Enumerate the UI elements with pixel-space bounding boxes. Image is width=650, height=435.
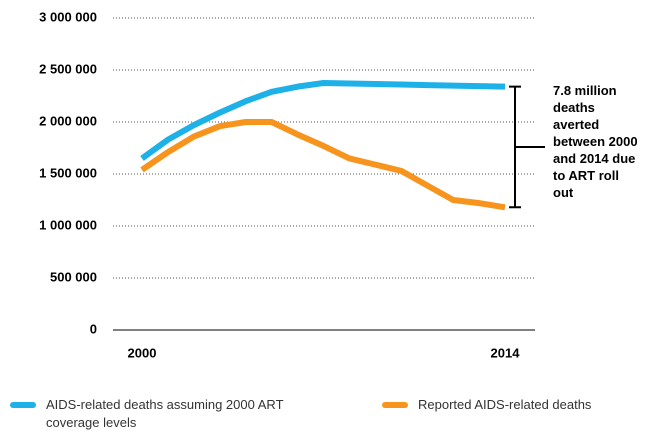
y-tick-label: 2 000 000 (39, 113, 97, 128)
x-tick-label: 2000 (128, 345, 157, 360)
legend-label: Reported AIDS-related deaths (418, 397, 592, 412)
series-line (140, 119, 506, 211)
legend-swatch (10, 402, 36, 408)
legend-label: AIDS-related deaths assuming 2000 ART co… (46, 397, 284, 430)
y-tick-label: 500 000 (50, 269, 97, 284)
bracket (509, 85, 545, 209)
y-tick-label: 0 (90, 321, 97, 336)
y-tick-label: 1 500 000 (39, 165, 97, 180)
y-tick-label: 1 000 000 (39, 217, 97, 232)
x-tick-label: 2014 (491, 345, 521, 360)
plot: 0 500 000 1 000 000 1 500 000 2 000 000 2 500… (39, 9, 545, 360)
y-tick-label: 3 000 000 (39, 9, 97, 24)
annotation-text: deaths averted between 2000 and 2014 due… (553, 100, 638, 200)
legend-item: Reported AIDS-related deaths (382, 396, 612, 414)
legend-swatch (382, 402, 408, 408)
annotation: 7.8 million deaths averted between 2000 … (553, 82, 639, 201)
y-tick-label: 2 500 000 (39, 61, 97, 76)
annotation-title: 7.8 million (553, 83, 617, 98)
legend-item: AIDS-related deaths assuming 2000 ART co… (10, 396, 330, 432)
series-line (140, 80, 506, 161)
